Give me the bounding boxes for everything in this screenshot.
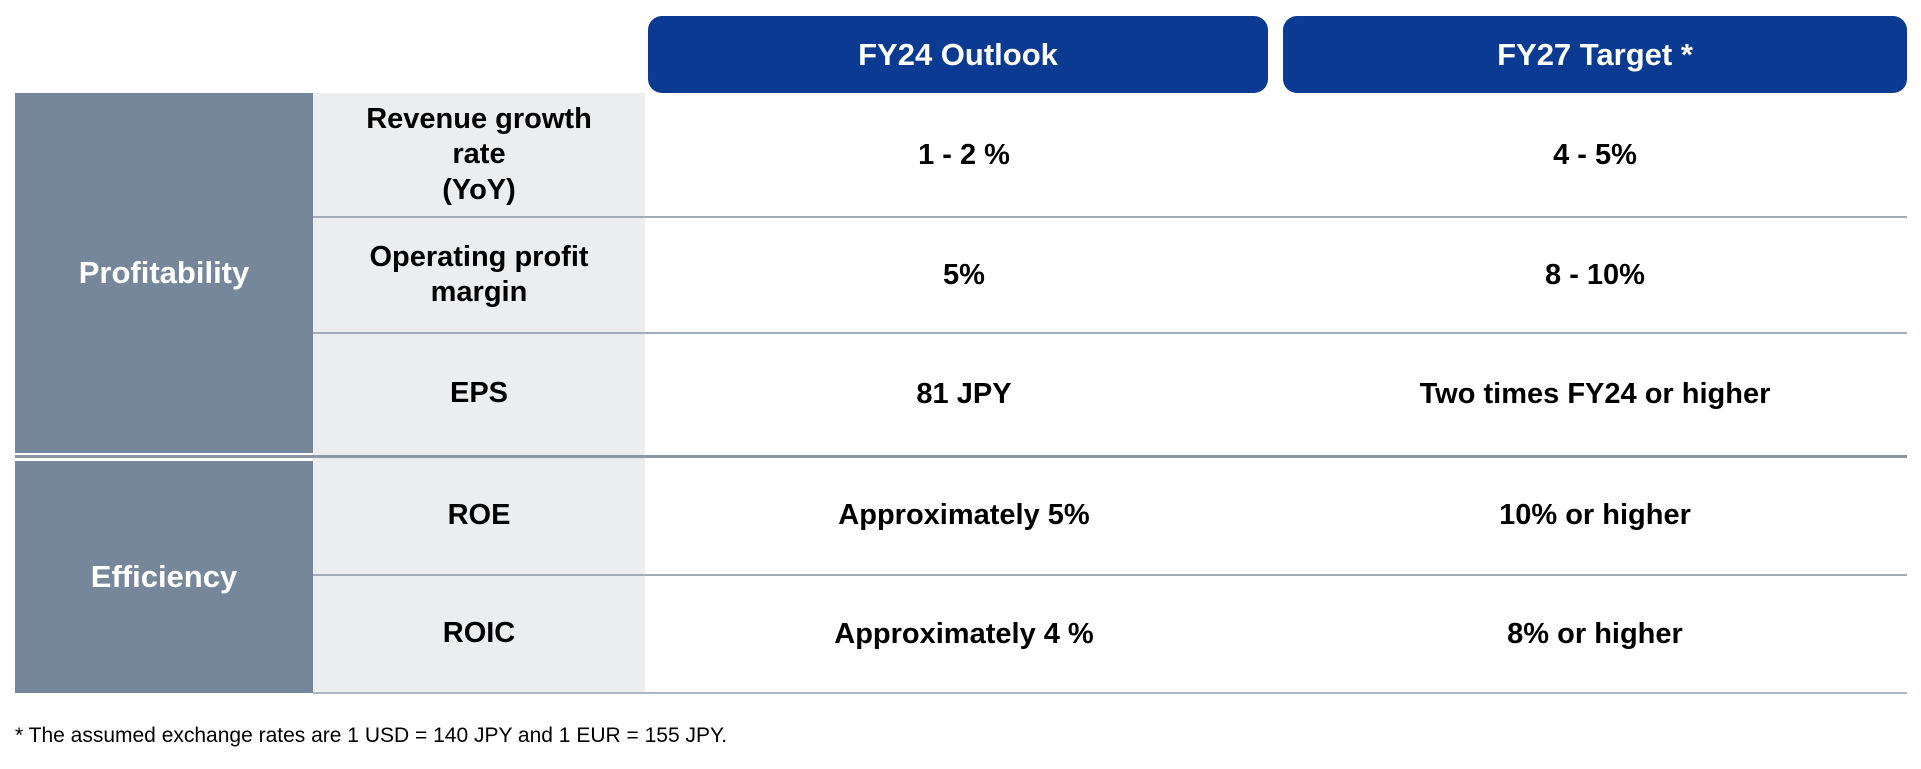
- metric-label-eps: EPS: [313, 333, 645, 455]
- value-fy24-revenue-growth: 1 - 2 %: [918, 138, 1010, 171]
- footnote-exchange-rates: * The assumed exchange rates are 1 USD =…: [15, 724, 728, 747]
- section-divider-profitability-efficiency: [15, 455, 1907, 458]
- value-fy27-roe: 10% or higher: [1499, 498, 1691, 531]
- value-fy24-eps: 81 JPY: [916, 377, 1012, 410]
- metric-label-revenue-growth-rate: Revenue growth rate (YoY): [313, 93, 645, 217]
- row-divider-1: [313, 216, 1907, 218]
- value-fy24-roe: Approximately 5%: [838, 498, 1090, 531]
- value-fy24-operating-profit-margin: 5%: [943, 258, 985, 291]
- table-bottom-border: [313, 692, 1907, 694]
- value-fy27-revenue-growth: 4 - 5%: [1553, 138, 1637, 171]
- row-divider-4: [313, 574, 1907, 576]
- metric-label-roic: ROIC: [313, 575, 645, 693]
- group-label-efficiency: Efficiency: [15, 461, 313, 693]
- value-fy24-roic: Approximately 4 %: [834, 617, 1094, 650]
- value-fy27-eps: Two times FY24 or higher: [1419, 377, 1771, 410]
- value-fy27-operating-profit-margin: 8 - 10%: [1545, 258, 1645, 291]
- value-fy27-roic: 8% or higher: [1507, 617, 1683, 650]
- metric-label-operating-profit-margin: Operating profit margin: [313, 217, 645, 333]
- metric-label-roe: ROE: [313, 458, 645, 574]
- group-label-profitability: Profitability: [15, 93, 313, 453]
- row-divider-2: [313, 332, 1907, 334]
- column-header-fy27-target: FY27 Target *: [1283, 16, 1907, 93]
- column-header-fy24-outlook: FY24 Outlook: [648, 16, 1268, 93]
